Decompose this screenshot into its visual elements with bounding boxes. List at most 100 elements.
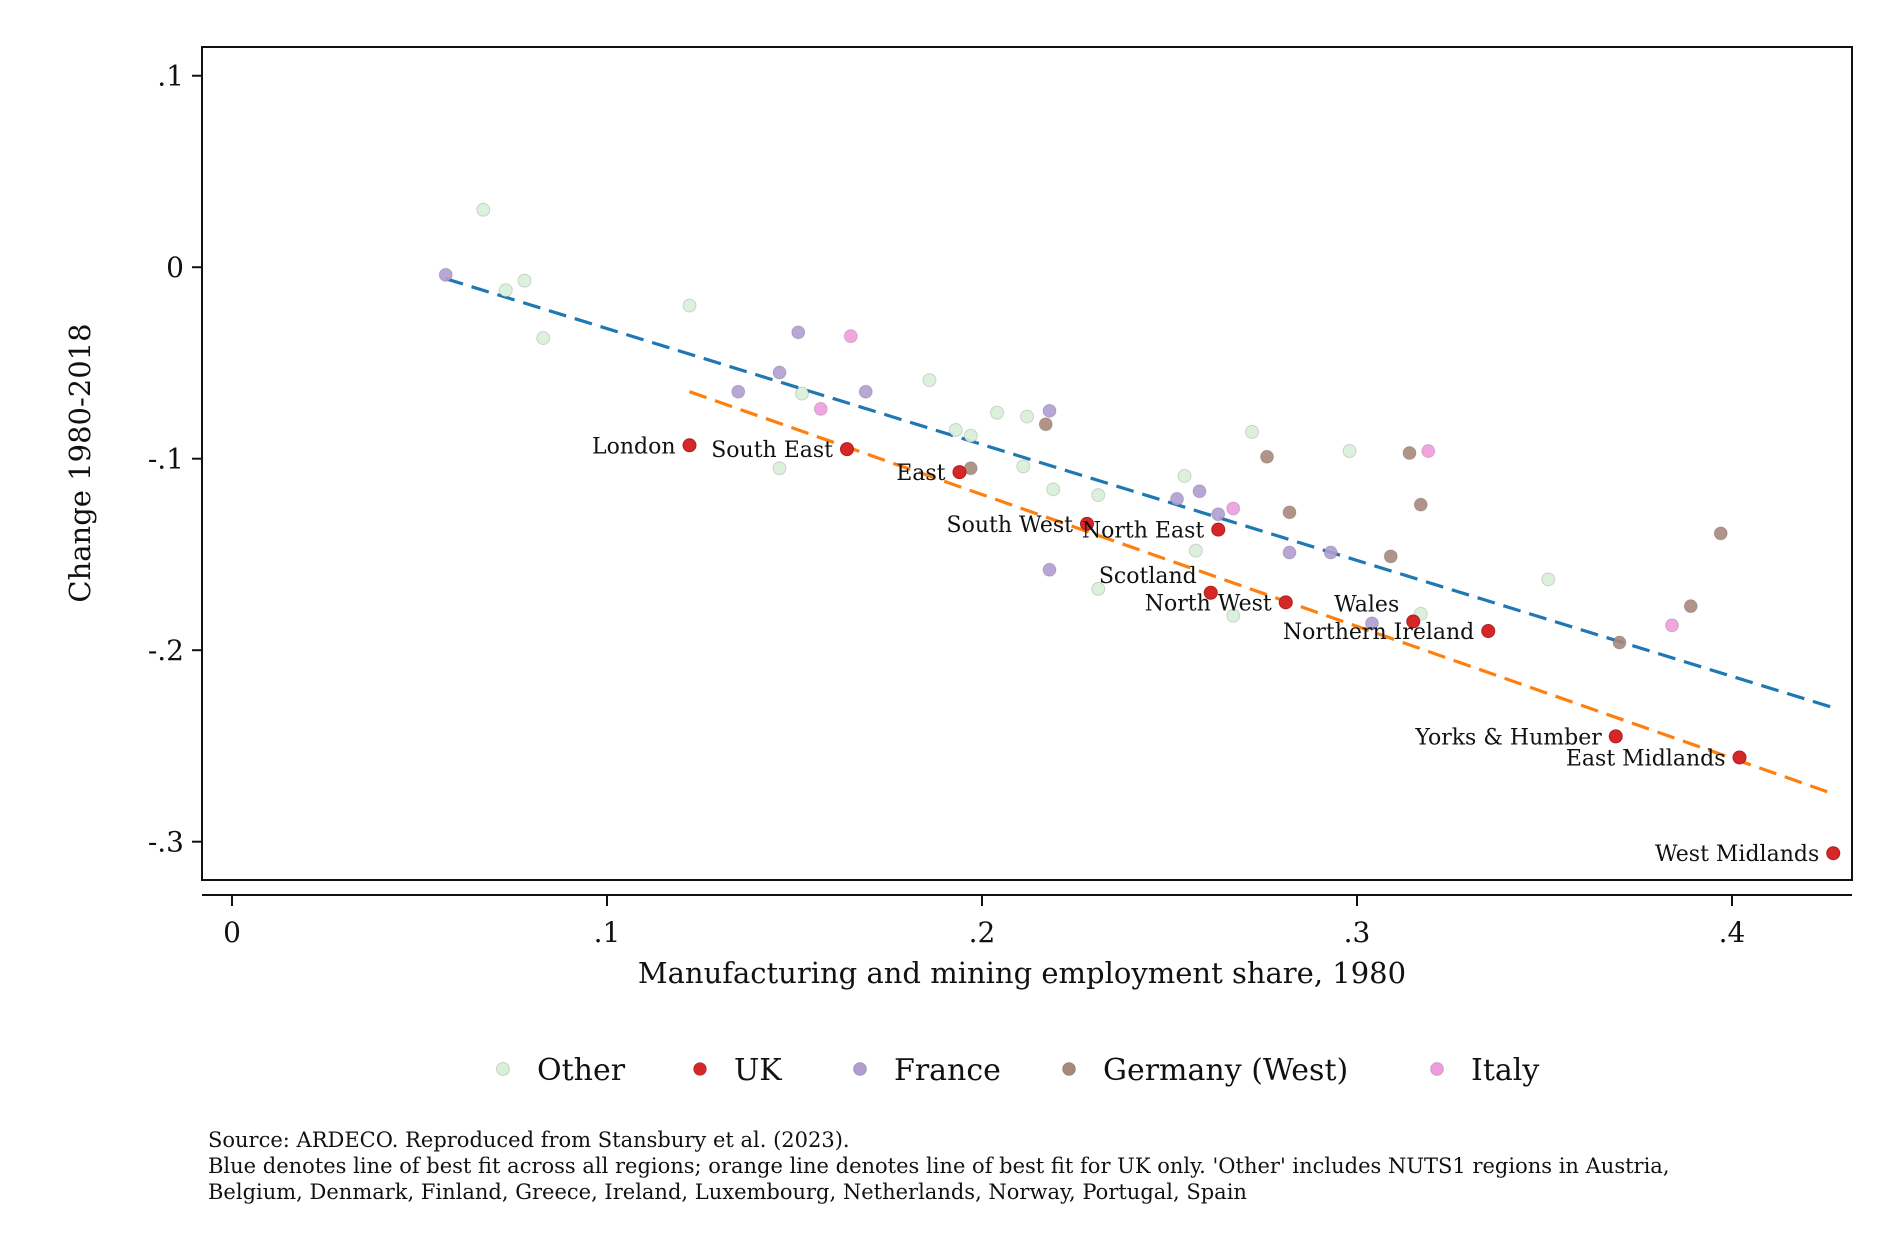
x-tick-label: .1 (594, 916, 621, 949)
point-germany-west (1713, 526, 1728, 541)
point-other (1091, 488, 1106, 503)
point-other (1245, 424, 1259, 439)
point-germany-west (1383, 549, 1398, 564)
label-london: London (592, 434, 676, 459)
x-axis-ticks: 0 .1 .2 .3 .4 (223, 895, 1745, 949)
point-uk (1481, 624, 1496, 639)
label-east: East (896, 461, 945, 486)
source-note: Source: ARDECO. Reproduced from Stansbur… (208, 1128, 850, 1152)
point-france (1042, 403, 1057, 418)
point-other (1016, 459, 1031, 474)
point-other (1091, 581, 1106, 596)
point-italy (813, 401, 828, 416)
y-axis-title: Change 1980-2018 (63, 323, 97, 602)
point-uk (1080, 516, 1094, 531)
point-france (731, 384, 746, 399)
point-france (1170, 491, 1184, 506)
label-north-west: North West (1145, 591, 1272, 616)
legend-label-france: France (894, 1053, 1001, 1088)
data-points (438, 202, 1841, 861)
point-germany-west (1413, 497, 1428, 512)
point-other (1020, 409, 1034, 424)
point-uk (682, 438, 697, 453)
point-other (1541, 572, 1556, 587)
point-other (1342, 444, 1357, 459)
legend-marker-france (853, 1062, 867, 1076)
point-italy (1421, 444, 1436, 459)
legend-label-uk: UK (734, 1053, 782, 1088)
point-germany-west (1038, 417, 1053, 432)
point-france (1192, 484, 1207, 499)
point-other (1188, 543, 1203, 558)
x-tick-label: .2 (969, 916, 996, 949)
point-uk (952, 465, 967, 480)
point-italy (1665, 618, 1679, 633)
point-uk (1732, 750, 1747, 765)
label-west-midlands: West Midlands (1655, 842, 1819, 867)
point-france (438, 267, 453, 282)
x-axis-title: Manufacturing and mining employment shar… (638, 956, 1406, 990)
point-uk (1278, 595, 1293, 610)
label-south-west: South West (947, 513, 1074, 538)
point-france (1365, 616, 1379, 631)
point-other (498, 283, 513, 298)
point-germany-west (1260, 449, 1274, 464)
fit-lines (445, 277, 1834, 796)
point-france (1042, 562, 1057, 577)
legend-marker-uk (693, 1062, 707, 1076)
point-other (1226, 608, 1241, 623)
point-france (1323, 545, 1338, 560)
x-tick-label: 0 (223, 916, 241, 949)
point-germany-west (1612, 635, 1627, 650)
point-other (948, 422, 963, 437)
x-tick-label: .3 (1344, 916, 1371, 949)
label-east-midlands: East Midlands (1566, 746, 1726, 771)
legend-label-germany-west: Germany (West) (1103, 1053, 1348, 1088)
point-uk (1826, 846, 1841, 861)
point-france (772, 365, 787, 380)
label-northern-ireland: Northern Ireland (1283, 620, 1474, 645)
point-germany-west (1683, 599, 1698, 614)
point-other (476, 202, 491, 217)
point-germany-west (1282, 505, 1297, 520)
point-uk (1203, 585, 1218, 600)
point-uk (1211, 522, 1226, 537)
point-other (795, 386, 809, 401)
footnote-line-2: Belgium, Denmark, Finland, Greece, Irela… (208, 1180, 1247, 1204)
point-italy (1226, 501, 1241, 516)
point-uk (1608, 729, 1623, 744)
point-other (517, 273, 532, 288)
label-wales: Wales (1334, 592, 1399, 617)
point-italy (843, 329, 858, 344)
point-other (536, 331, 551, 346)
legend-label-other: Other (537, 1053, 626, 1088)
point-other (963, 428, 978, 443)
y-tick-label: -.2 (148, 634, 184, 667)
legend-marker-germany-west (1062, 1062, 1076, 1076)
legend-marker-other (496, 1062, 510, 1076)
point-other (772, 461, 787, 476)
y-tick-label: -.1 (148, 443, 184, 476)
label-yorks-humber: Yorks & Humber (1414, 725, 1602, 750)
footnote-line-1: Blue denotes line of best fit across all… (208, 1154, 1670, 1178)
point-other (1046, 482, 1061, 497)
point-germany-west (1402, 445, 1417, 460)
fit-line-uk (688, 390, 1834, 796)
y-tick-label: 0 (166, 251, 184, 284)
point-france (1282, 545, 1297, 560)
y-tick-label: .1 (157, 60, 184, 93)
y-axis-ticks: .1 0 -.1 -.2 -.3 (148, 60, 202, 859)
point-other (682, 298, 697, 313)
point-labels: London South East East South West North East… (592, 434, 1819, 867)
point-other (1177, 468, 1192, 483)
point-france (1211, 507, 1226, 522)
point-uk (1406, 614, 1421, 629)
y-tick-label: -.3 (148, 826, 184, 859)
point-france (858, 384, 873, 399)
legend-label-italy: Italy (1471, 1053, 1539, 1088)
label-north-east: North East (1082, 519, 1204, 544)
x-tick-label: .4 (1719, 916, 1746, 949)
point-other (990, 405, 1004, 420)
label-scotland: Scotland (1099, 564, 1197, 589)
